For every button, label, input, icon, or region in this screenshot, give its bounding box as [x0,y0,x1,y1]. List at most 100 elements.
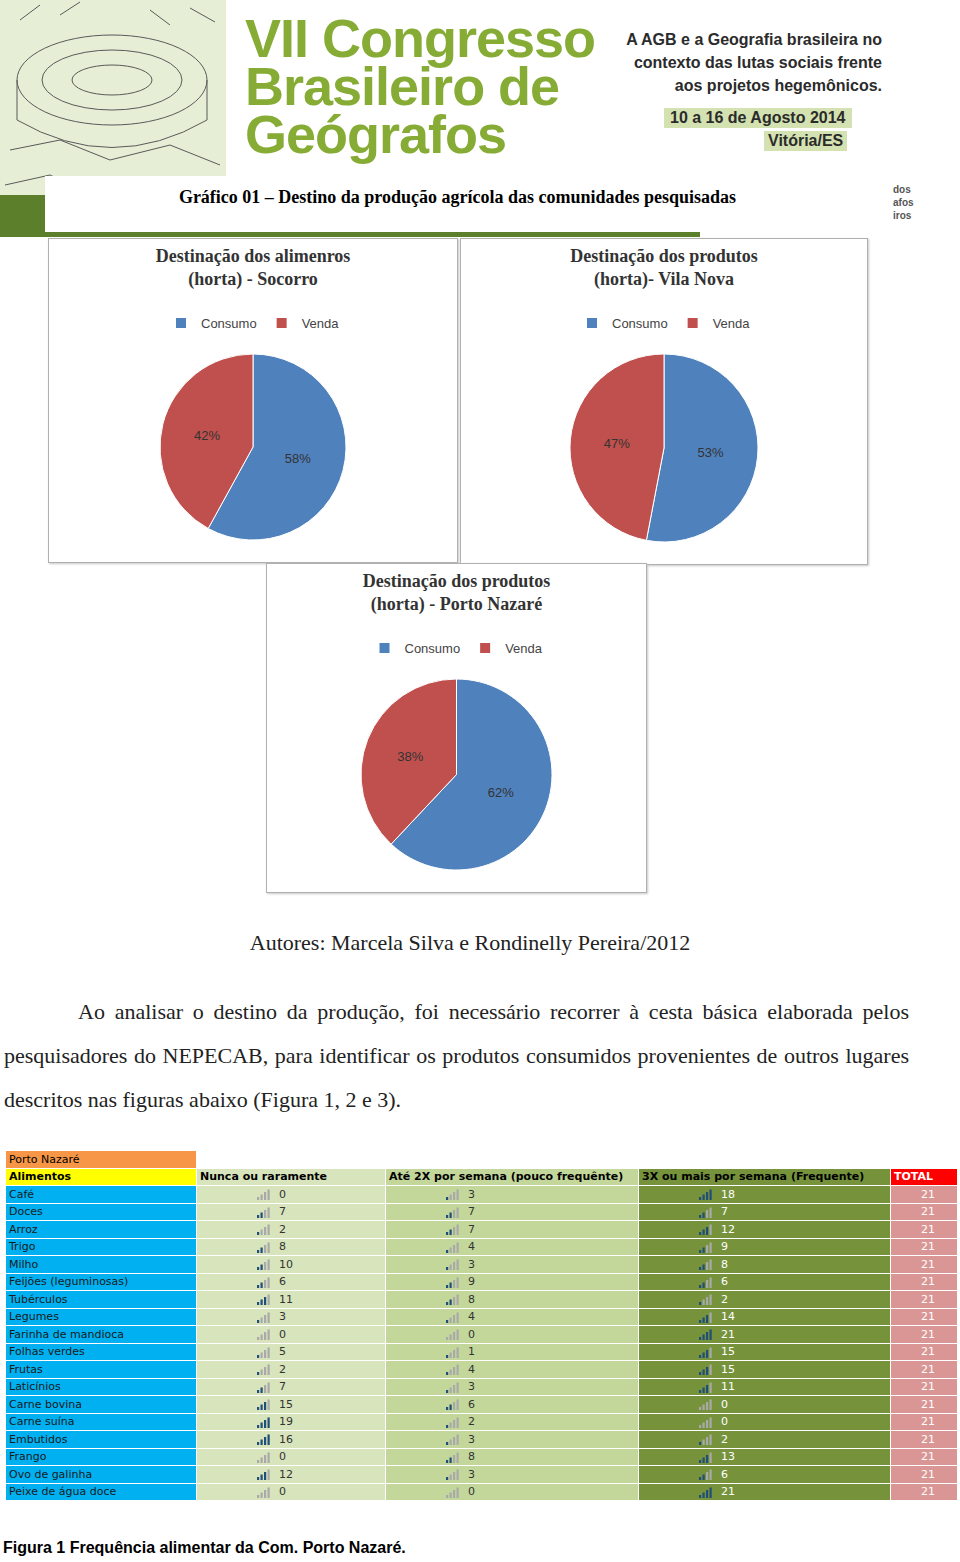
html-text:Doces: Doces [9,1205,43,1219]
svg-text:Venda: Venda [713,316,751,331]
html-text:2: 2 [279,1222,286,1236]
html-text:18: 18 [721,1187,735,1201]
html-text:Carne bovina: Carne bovina [9,1397,82,1411]
html-text:Café: Café [9,1187,35,1201]
html-text:Peixe de água doce: Peixe de água doce [9,1485,117,1499]
html-text:Até 2X por semana (pouco frequ: Até 2X por semana (pouco frequênte) [389,1170,624,1184]
html-text:21: 21 [921,1415,935,1429]
html-text:15: 15 [279,1397,293,1411]
html-text:Trigo: Trigo [9,1240,36,1254]
html-text:8: 8 [279,1240,286,1254]
html-text:contexto das lutas sociais fre: contexto das lutas sociais frente [633,54,882,71]
html-text:21: 21 [921,1432,935,1446]
html-text:0: 0 [279,1187,286,1201]
html-text:Legumes: Legumes [9,1310,59,1324]
html-text:21: 21 [921,1450,935,1464]
html-text:8: 8 [721,1257,728,1271]
html-text:21: 21 [921,1345,935,1359]
html-text:21: 21 [921,1257,935,1271]
html-text:7: 7 [468,1222,475,1236]
svg-text:Consumo: Consumo [201,316,257,331]
html-text:16: 16 [279,1432,293,1446]
html-text:Gráfico 01 – Destino da produç: Gráfico 01 – Destino da produção agrícol… [178,187,737,207]
svg-text:58%: 58% [285,451,311,466]
html-text:21: 21 [921,1397,935,1411]
html-text:Embutidos: Embutidos [9,1432,68,1446]
html-text:10: 10 [279,1257,293,1271]
html-text:Feijões (leguminosas): Feijões (leguminosas) [9,1275,129,1289]
html-text:19: 19 [279,1415,293,1429]
html-text:12: 12 [721,1222,735,1236]
html-text:21: 21 [921,1240,935,1254]
html-text:Ovo de galinha: Ovo de galinha [9,1467,93,1481]
html-text:21: 21 [921,1467,935,1481]
svg-text:Consumo: Consumo [405,641,461,656]
svg-text:62%: 62% [488,785,514,800]
html-text:Ao analisar o destino da produ: Ao analisar o destino da produção, foi n… [4,999,909,1112]
html-text:14: 14 [721,1310,735,1324]
svg-text:47%: 47% [604,436,630,451]
html-text:Milho: Milho [9,1257,39,1271]
html-text:21: 21 [921,1485,935,1499]
html-text:Nunca ou raramente: Nunca ou raramente [200,1170,327,1184]
html-text:21: 21 [921,1327,935,1341]
html-text:Folhas verdes: Folhas verdes [9,1345,85,1359]
html-text:21: 21 [921,1292,935,1306]
html-text:7: 7 [468,1205,475,1219]
html-text:4: 4 [468,1240,475,1254]
html-text:Tubérculos: Tubérculos [9,1292,68,1306]
html-text:10 a 16 de Agosto 2014: 10 a 16 de Agosto 2014 [670,109,846,126]
svg-text:Consumo: Consumo [612,316,668,331]
html-text:Alimentos: Alimentos [9,1170,72,1184]
html-text:3: 3 [468,1187,475,1201]
html-text:11: 11 [279,1292,293,1306]
html-text:Autores: Marcela Silva e Rondi: Autores: Marcela Silva e Rondinelly Pere… [249,930,691,955]
html-text:21: 21 [921,1275,935,1289]
html-text:11: 11 [721,1380,735,1394]
html-text:Porto Nazaré: Porto Nazaré [9,1152,80,1166]
html-text:iros: iros [893,210,912,221]
html-text:12: 12 [279,1467,293,1481]
svg-text:53%: 53% [698,445,724,460]
html-text:21: 21 [721,1485,735,1499]
html-text:Geógrafos: Geógrafos [245,104,507,164]
html-text:9: 9 [721,1240,728,1254]
html-text:Arroz: Arroz [9,1222,38,1236]
html-text:afos: afos [893,197,914,208]
html-text:3: 3 [468,1257,475,1271]
html-text:Frutas: Frutas [9,1362,43,1376]
svg-text:38%: 38% [397,749,423,764]
html-text:Vitória/ES: Vitória/ES [768,132,844,149]
html-text:15: 15 [721,1345,735,1359]
svg-text:42%: 42% [194,428,220,443]
html-text:7: 7 [721,1205,728,1219]
html-text:21: 21 [721,1327,735,1341]
html-text:6: 6 [279,1275,286,1289]
html-text:3X ou mais por semana (Frequen: 3X ou mais por semana (Frequente) [642,1170,865,1184]
html-text:Figura 1 Frequência alimentar: Figura 1 Frequência alimentar da Com. Po… [3,1539,406,1556]
html-text:Frango: Frango [9,1450,47,1464]
svg-text:Venda: Venda [505,641,543,656]
svg-text:Destinação dos produtos(horta): Destinação dos produtos(horta) - Porto N… [363,571,551,615]
html-text:Laticínios: Laticínios [9,1380,61,1394]
html-text:7: 7 [279,1205,286,1219]
html-text:15: 15 [721,1362,735,1376]
html-text:Brasileiro de: Brasileiro de [245,56,560,116]
html-text:TOTAL: TOTAL [894,1170,933,1184]
html-text:aos projetos hegemônicos.: aos projetos hegemônicos. [674,77,882,94]
html-text:21: 21 [921,1362,935,1376]
html-text:VII Congresso: VII Congresso [245,8,596,68]
svg-text:Destinação dos produtos(horta): Destinação dos produtos(horta)- Vila Nov… [570,246,758,290]
svg-text:Destinação dos alimenros(horta: Destinação dos alimenros(horta) - Socorr… [156,246,351,290]
svg-text:Venda: Venda [302,316,340,331]
html-text:21: 21 [921,1187,935,1201]
html-text:21: 21 [921,1222,935,1236]
html-text:Carne suína: Carne suína [9,1415,75,1429]
html-text:dos: dos [893,184,911,195]
html-text:Farinha de mandioca: Farinha de mandioca [9,1327,125,1341]
html-text:21: 21 [921,1205,935,1219]
html-text:21: 21 [921,1310,935,1324]
html-text:13: 13 [721,1450,735,1464]
html-text:21: 21 [921,1380,935,1394]
html-text:A AGB e a Geografia brasileira: A AGB e a Geografia brasileira no [626,31,882,48]
